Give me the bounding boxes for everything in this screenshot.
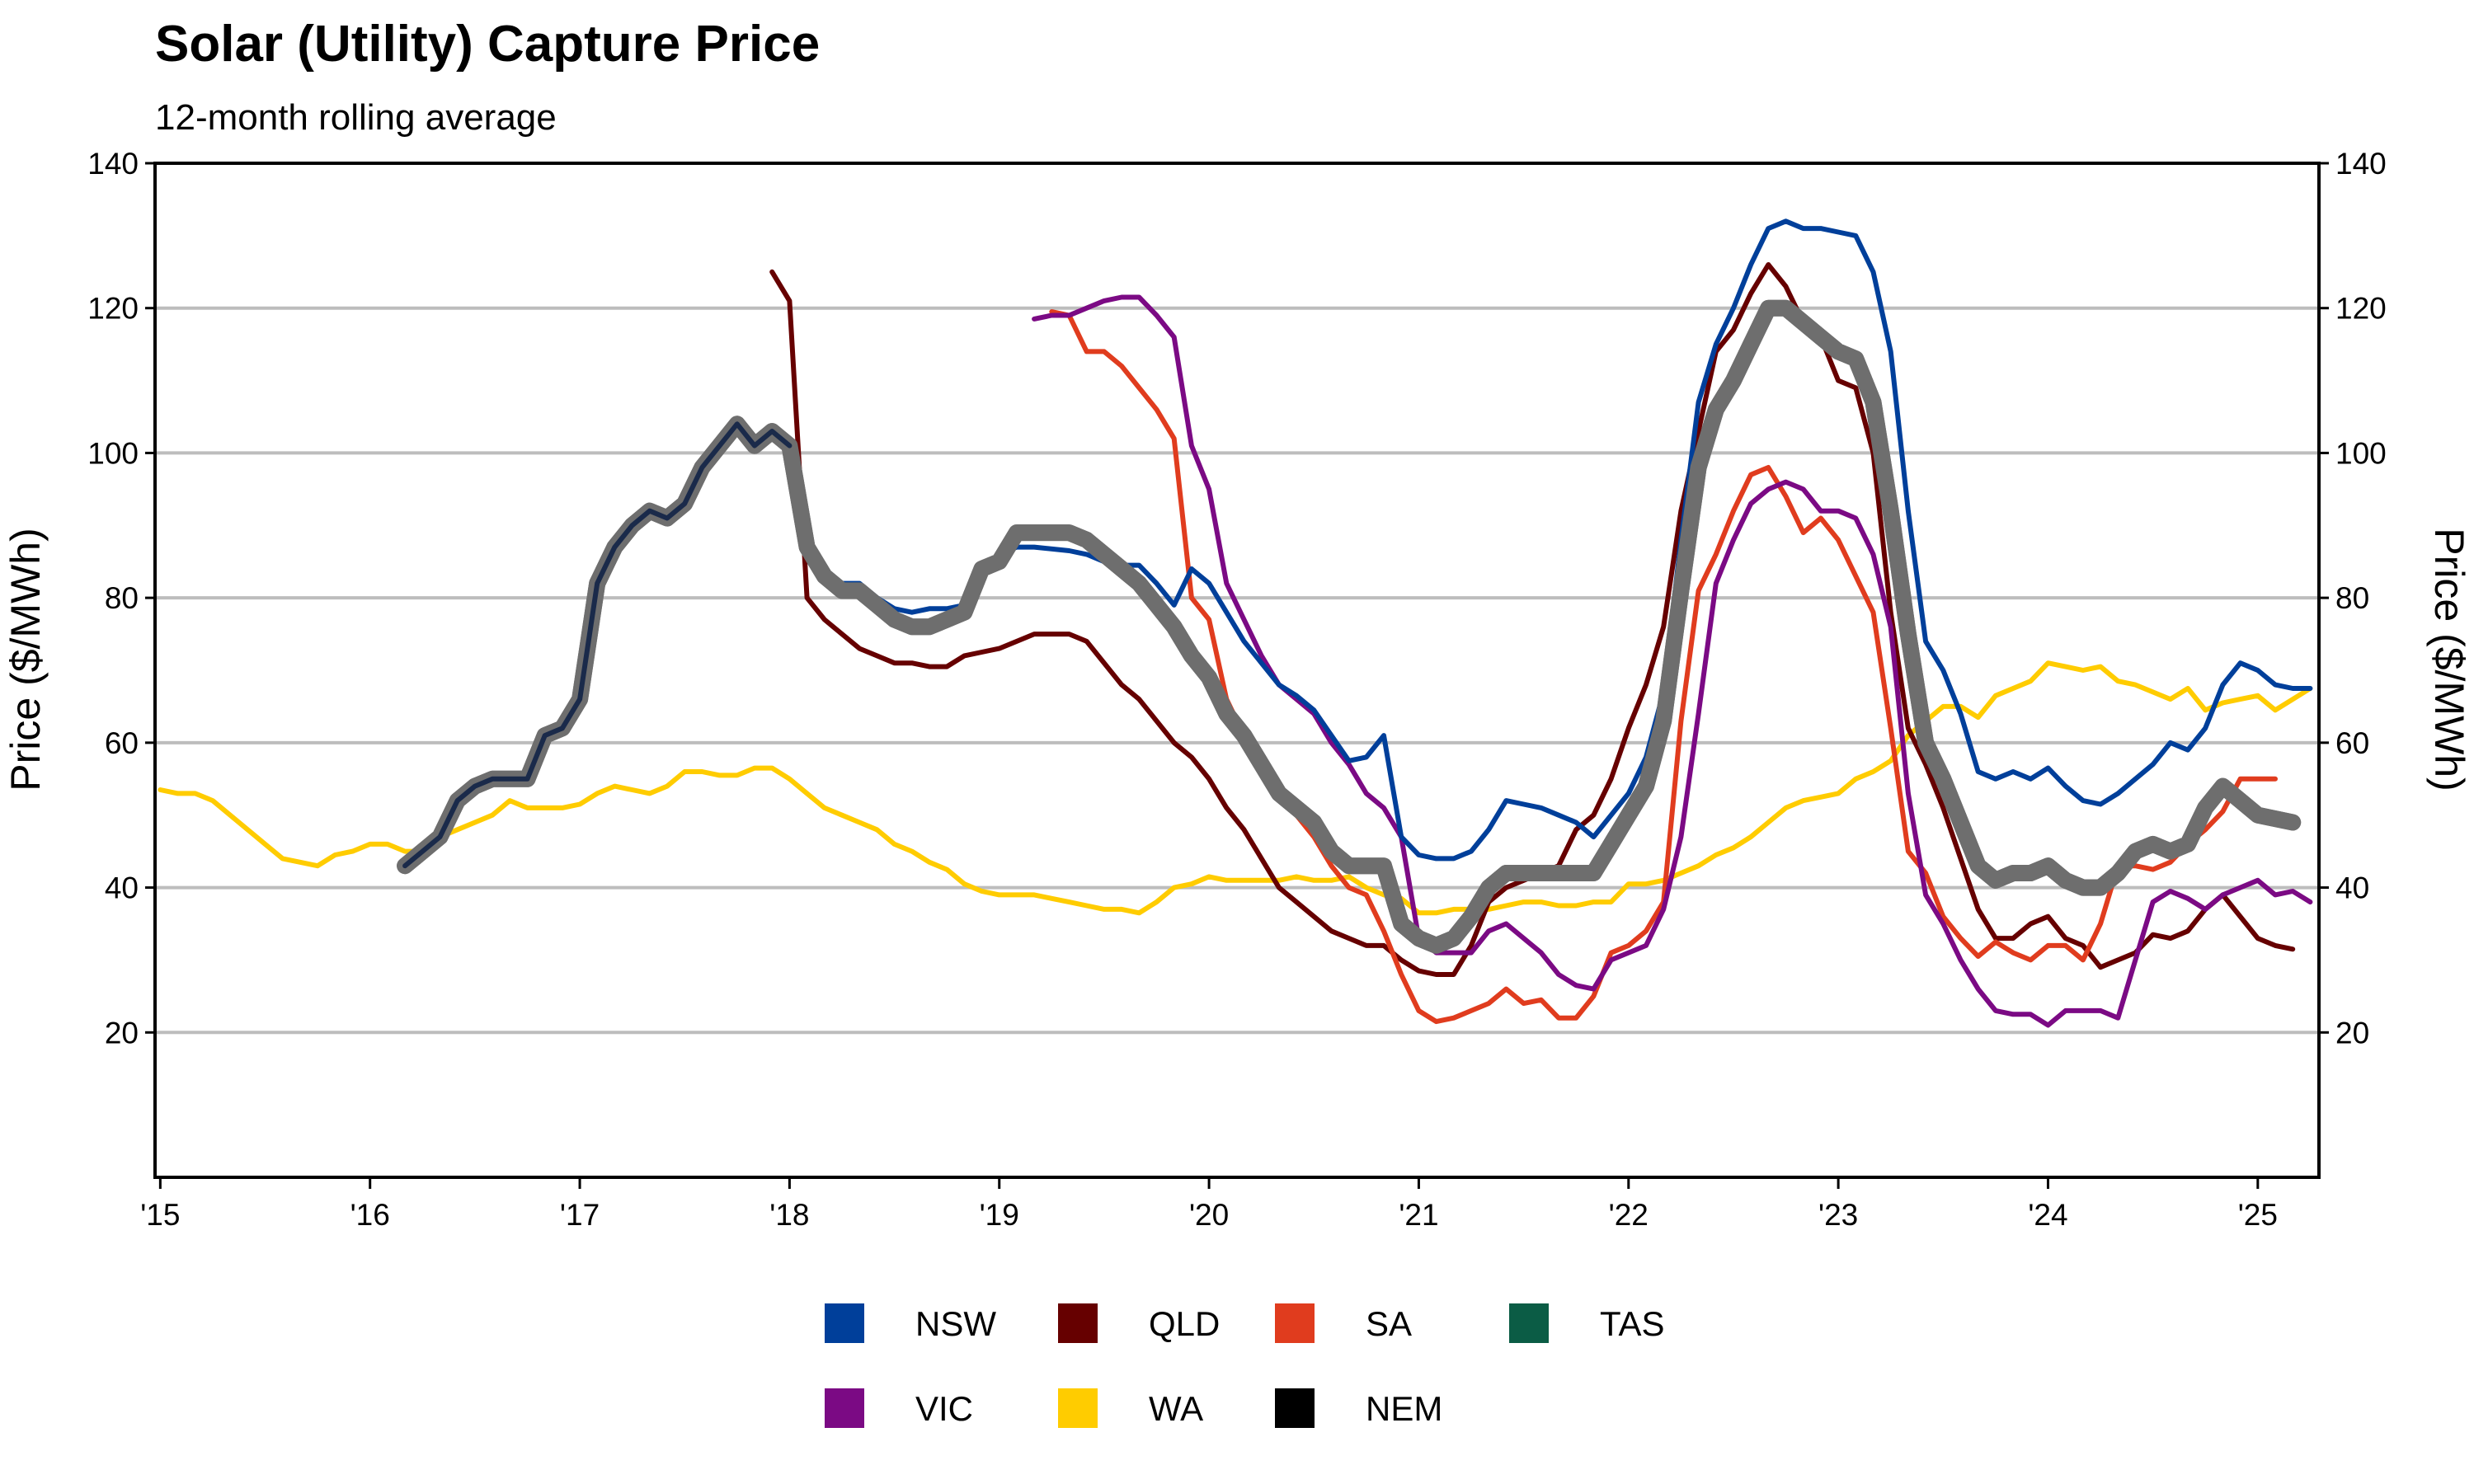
x-tick-label: '19 [980,1198,1019,1232]
x-tick-label: '21 [1399,1198,1438,1232]
y-tick-label-left: 20 [105,1016,139,1050]
plot-frame [153,162,2321,1179]
series-lines [158,218,2313,1028]
x-tick-label: '24 [2028,1198,2067,1232]
y-tick-label-right: 40 [2335,871,2369,905]
legend-label-tas: TAS [1600,1304,1665,1343]
legend-label-sa: SA [1366,1304,1412,1343]
legend-swatch-nem [1275,1388,1315,1428]
series-nem-core [402,421,793,869]
x-tick-label: '18 [769,1198,809,1232]
y-tick-label-left: 80 [105,581,139,615]
y-tick-label-left: 60 [105,726,139,760]
legend-swatch-tas [1509,1303,1549,1343]
legend-swatch-wa [1058,1388,1098,1428]
x-tick-label: '23 [1818,1198,1858,1232]
x-tick-label: '16 [350,1198,390,1232]
chart-title: Solar (Utility) Capture Price [155,16,821,73]
legend-label-nsw: NSW [915,1304,996,1343]
legend-swatch-vic [825,1388,864,1428]
x-tick-label: '15 [140,1198,180,1232]
legend-label-qld: QLD [1149,1304,1220,1343]
chart-subtitle: 12-month rolling average [155,97,557,138]
y-tick-label-left: 40 [105,871,139,905]
y-tick-label-left: 140 [87,147,139,181]
legend-swatch-qld [1058,1303,1098,1343]
series-vic-line [1032,294,2313,1028]
legend-label-wa: WA [1149,1389,1203,1428]
y-tick-label-right: 80 [2335,581,2369,615]
y-tick-label-right: 100 [2335,436,2387,470]
y-tick-label-right: 140 [2335,147,2387,181]
x-tick-label: '22 [1609,1198,1649,1232]
series-nem-line [402,305,2296,948]
series-wa-line [158,660,2313,916]
series-nem-halo [397,299,2302,954]
y-axis-label-right: Price ($/MWh) [2426,528,2472,791]
y-tick-label-right: 60 [2335,726,2369,760]
legend-swatch-nsw [825,1303,864,1343]
x-tick-label: '25 [2238,1198,2278,1232]
y-tick-label-left: 100 [87,436,139,470]
y-tick-label-right: 120 [2335,292,2387,326]
axes: 20 20 40 40 60 60 80 80 100 100 120 120 140 140 '15 '16… [87,147,2386,1232]
legend-label-vic: VIC [915,1389,973,1428]
legend-label-nem: NEM [1366,1389,1442,1428]
y-tick-label-right: 20 [2335,1016,2369,1050]
gridlines [155,306,2319,1035]
x-tick-label: '20 [1189,1198,1229,1232]
y-tick-label-left: 120 [87,292,139,326]
series-nem-band [397,299,2302,954]
legend: NSW QLD SA TAS VIC WA NEM [825,1303,1665,1428]
y-axis-label-left: Price ($/MWh) [2,528,49,791]
legend-swatch-sa [1275,1303,1315,1343]
x-tick-label: '17 [560,1198,600,1232]
series-nsw-line [787,218,2313,862]
